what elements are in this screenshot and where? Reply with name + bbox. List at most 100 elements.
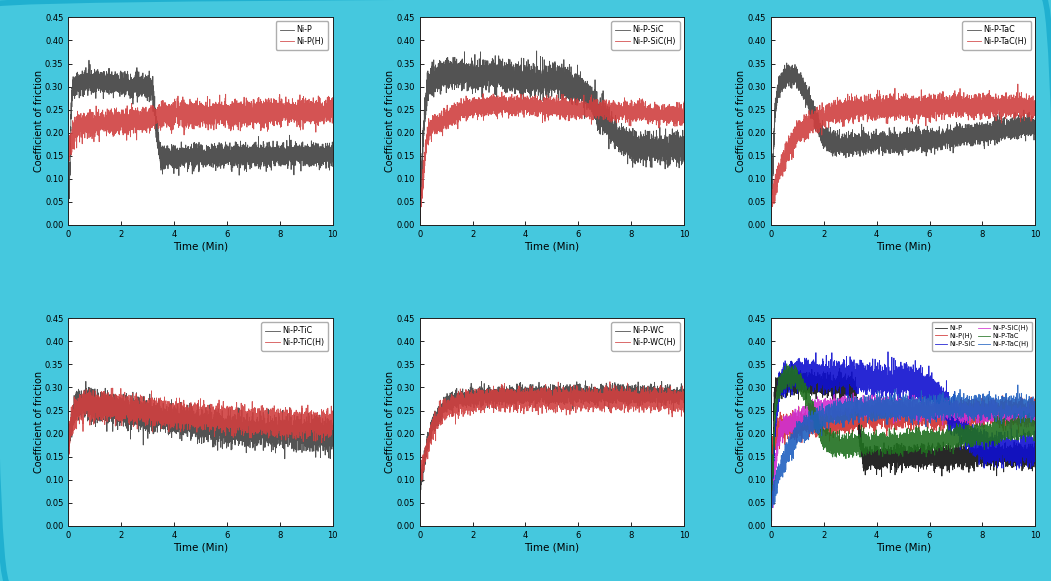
- Ni-P-TaC: [962, 428, 974, 435]
- Ni-P: [866, 453, 879, 460]
- Ni-P-WC: [579, 377, 592, 384]
- Ni-P: [962, 458, 974, 465]
- Ni-P-TiC: [110, 398, 123, 405]
- Ni-P-SiC: [1029, 459, 1042, 466]
- Ni-P-TiC(H): [221, 416, 233, 423]
- Line: Ni-P: Ni-P: [771, 361, 1035, 504]
- Ni-P(H): [936, 400, 949, 407]
- Ni-P-WC: [678, 386, 691, 393]
- Ni-P-WC(H): [678, 400, 691, 407]
- Ni-P-TaC(H): [962, 414, 974, 421]
- Ni-P-TaC: [812, 426, 825, 433]
- Y-axis label: Coefficient of friction: Coefficient of friction: [737, 70, 746, 172]
- Line: Ni-P-WC(H): Ni-P-WC(H): [419, 382, 684, 486]
- Ni-P-TaC(H): [812, 112, 825, 119]
- Ni-P-TiC(H): [163, 407, 176, 414]
- Ni-P(H): [982, 407, 994, 414]
- Ni-P-SiC: [631, 139, 643, 146]
- Ni-P-TaC: [982, 434, 994, 441]
- Legend: Ni-P-WC, Ni-P-WC(H): Ni-P-WC, Ni-P-WC(H): [612, 322, 680, 351]
- Ni-P: [785, 358, 798, 365]
- Ni-P(H): [260, 108, 272, 115]
- Ni-P-TaC(H): [936, 389, 949, 396]
- Ni-P-TaC(H): [923, 95, 935, 102]
- Ni-P-TiC(H): [63, 451, 76, 458]
- Ni-P(H): [922, 392, 934, 399]
- Ni-P-TaC(H): [1029, 403, 1042, 410]
- Ni-P-SiC: [678, 158, 691, 165]
- Ni-P-TiC(H): [62, 435, 75, 442]
- Ni-P: [936, 453, 949, 460]
- X-axis label: Time (Min): Time (Min): [172, 242, 228, 252]
- Ni-P-WC(H): [413, 482, 426, 489]
- Ni-P-SiC: [882, 349, 894, 356]
- Ni-P-SiC: [585, 98, 598, 105]
- Line: Ni-P-TaC(H): Ni-P-TaC(H): [771, 385, 1035, 523]
- Ni-P-SiC: [514, 76, 527, 83]
- Ni-P(H): [923, 418, 935, 425]
- Ni-P-TiC(H): [280, 422, 292, 429]
- Ni-P: [982, 457, 994, 464]
- Ni-P(H): [962, 409, 974, 416]
- Ni-P-SiC: [936, 399, 949, 406]
- Ni-P-WC(H): [585, 387, 598, 394]
- Ni-P-SiC(H): [936, 415, 949, 422]
- Ni-P: [923, 442, 935, 449]
- Ni-P-SiC(H): [631, 117, 643, 124]
- Ni-P: [765, 500, 778, 507]
- Ni-P-TaC(H): [1011, 81, 1024, 88]
- Ni-P-TiC: [260, 426, 272, 433]
- Ni-P-WC: [413, 483, 426, 490]
- Ni-P-TaC: [1029, 115, 1042, 122]
- Ni-P-TiC: [163, 424, 176, 431]
- Ni-P-TaC(H): [982, 111, 994, 118]
- Ni-P-TiC: [62, 443, 75, 450]
- Ni-P-WC: [611, 394, 623, 401]
- Ni-P-TaC(H): [765, 520, 778, 527]
- Ni-P-SiC: [413, 193, 426, 200]
- Ni-P-SiC(H): [585, 114, 598, 121]
- Ni-P(H): [812, 408, 825, 415]
- Ni-P-SiC(H): [413, 201, 426, 208]
- X-axis label: Time (Min): Time (Min): [875, 242, 931, 252]
- Ni-P: [1029, 464, 1042, 471]
- Ni-P-SiC(H): [765, 514, 778, 521]
- Ni-P-TaC(H): [936, 88, 949, 95]
- X-axis label: Time (Min): Time (Min): [172, 543, 228, 553]
- Ni-P-TaC: [812, 125, 825, 132]
- Ni-P-WC(H): [413, 476, 426, 483]
- Ni-P-TiC(H): [110, 411, 123, 418]
- Ni-P-SiC: [572, 91, 584, 98]
- Ni-P-SiC(H): [923, 413, 935, 420]
- Ni-P-SiC(H): [514, 91, 527, 98]
- Ni-P-SiC: [812, 370, 825, 377]
- Ni-P-WC(H): [514, 401, 527, 408]
- Ni-P-TaC(H): [765, 196, 778, 203]
- Ni-P-TaC(H): [1029, 102, 1042, 109]
- Ni-P-TaC: [781, 59, 794, 66]
- Line: Ni-P-SiC(H): Ni-P-SiC(H): [419, 92, 684, 216]
- Ni-P-TiC: [279, 456, 291, 462]
- Line: Ni-P-SiC(H): Ni-P-SiC(H): [771, 393, 1035, 517]
- Ni-P: [280, 156, 292, 163]
- Ni-P-TaC: [936, 135, 949, 142]
- Ni-P-TaC(H): [962, 113, 974, 120]
- Legend: Ni-P-TaC, Ni-P-TaC(H): Ni-P-TaC, Ni-P-TaC(H): [963, 21, 1031, 50]
- Line: Ni-P(H): Ni-P(H): [771, 395, 1035, 462]
- Ni-P-WC: [572, 387, 584, 394]
- Ni-P(H): [220, 91, 232, 98]
- Ni-P-TaC: [765, 502, 778, 509]
- Ni-P-SiC: [765, 494, 778, 501]
- Ni-P: [221, 141, 233, 148]
- Ni-P: [62, 199, 75, 206]
- Ni-P-TaC: [962, 127, 974, 134]
- Ni-P-SiC: [414, 217, 427, 224]
- Ni-P: [326, 163, 338, 170]
- Ni-P-SiC: [765, 518, 778, 525]
- Line: Ni-P(H): Ni-P(H): [68, 94, 332, 161]
- Ni-P(H): [866, 415, 879, 422]
- Ni-P-TaC(H): [923, 396, 935, 403]
- Legend: Ni-P, Ni-P(H), Ni-P-SiC, Ni-P-SiC(H), Ni-P-TaC, Ni-P-TaC(H): Ni-P, Ni-P(H), Ni-P-SiC, Ni-P-SiC(H), Ni…: [932, 322, 1032, 351]
- Ni-P: [163, 152, 176, 159]
- Ni-P-SiC(H): [866, 392, 879, 399]
